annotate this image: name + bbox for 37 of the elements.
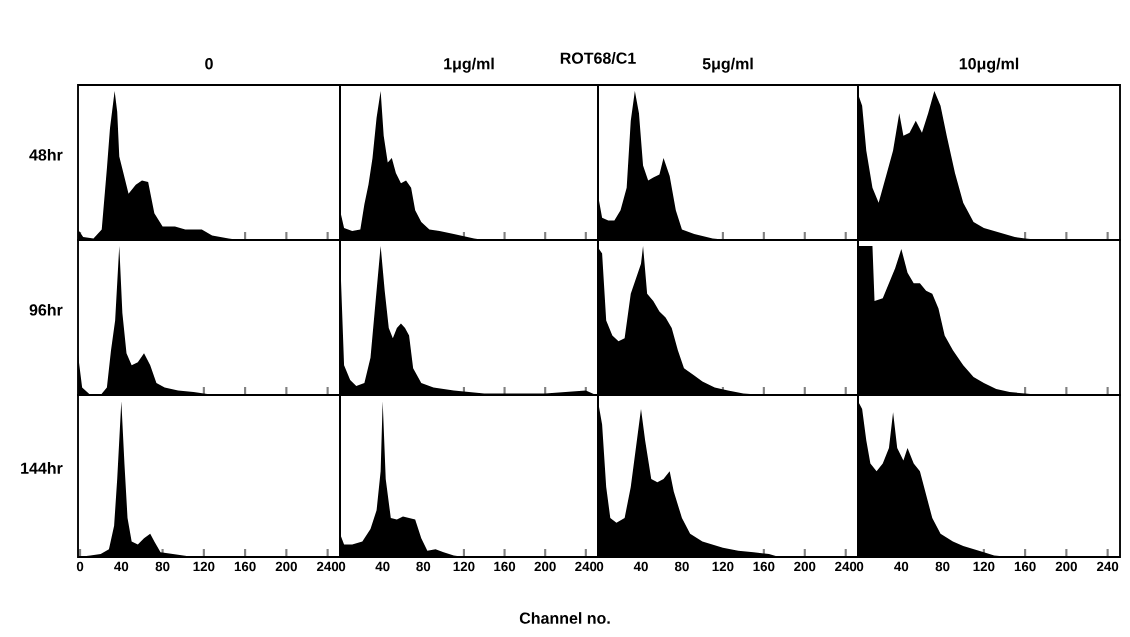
y-axis-title: 96hr xyxy=(29,303,63,316)
x-tick-label: 120 xyxy=(453,561,475,572)
x-tick-label: 160 xyxy=(494,561,516,572)
text: Channel no. xyxy=(519,612,610,624)
x-tick-label: 80 xyxy=(935,561,950,572)
x-tick-label: 200 xyxy=(275,561,297,572)
x-tick-label: 240 xyxy=(1096,561,1119,572)
x-tick-label: 0 xyxy=(856,561,864,572)
y-axis-title: 144hr xyxy=(21,462,63,474)
x-tick-label: 0 xyxy=(76,561,84,572)
x-tick-label: 240 xyxy=(575,561,597,572)
chart-title: 10μg/ml xyxy=(959,57,1019,73)
x-tick-label: 120 xyxy=(193,561,215,572)
x-tick-label: 0 xyxy=(338,561,346,572)
x-tick-label: 40 xyxy=(633,561,648,572)
x-tick-label: 80 xyxy=(155,561,170,572)
x-tick-label: 80 xyxy=(416,561,431,572)
chart-title: 5μg/ml xyxy=(702,57,753,73)
x-tick-label: 240 xyxy=(316,561,339,572)
x-tick-label: 240 xyxy=(835,561,857,572)
chart-title: 0 xyxy=(205,58,213,70)
x-tick-label: 200 xyxy=(794,561,816,572)
x-tick-label: 160 xyxy=(753,561,775,572)
x-tick-label: 160 xyxy=(1014,561,1036,572)
x-tick-label: 80 xyxy=(674,561,689,572)
y-axis-title: 48hr xyxy=(29,148,63,161)
x-tick-label: 0 xyxy=(596,561,604,572)
x-tick-label: 40 xyxy=(114,561,129,572)
x-tick-label: 200 xyxy=(1055,561,1077,572)
x-tick-label: 40 xyxy=(894,561,909,572)
x-tick-label: 40 xyxy=(375,561,390,572)
chart-title: 1μg/ml xyxy=(444,57,494,73)
x-tick-label: 120 xyxy=(973,561,995,572)
x-tick-label: 200 xyxy=(534,561,556,572)
x-tick-label: 160 xyxy=(234,561,256,572)
x-tick-label: 120 xyxy=(712,561,734,572)
text: ROT68/C1 xyxy=(560,52,636,64)
